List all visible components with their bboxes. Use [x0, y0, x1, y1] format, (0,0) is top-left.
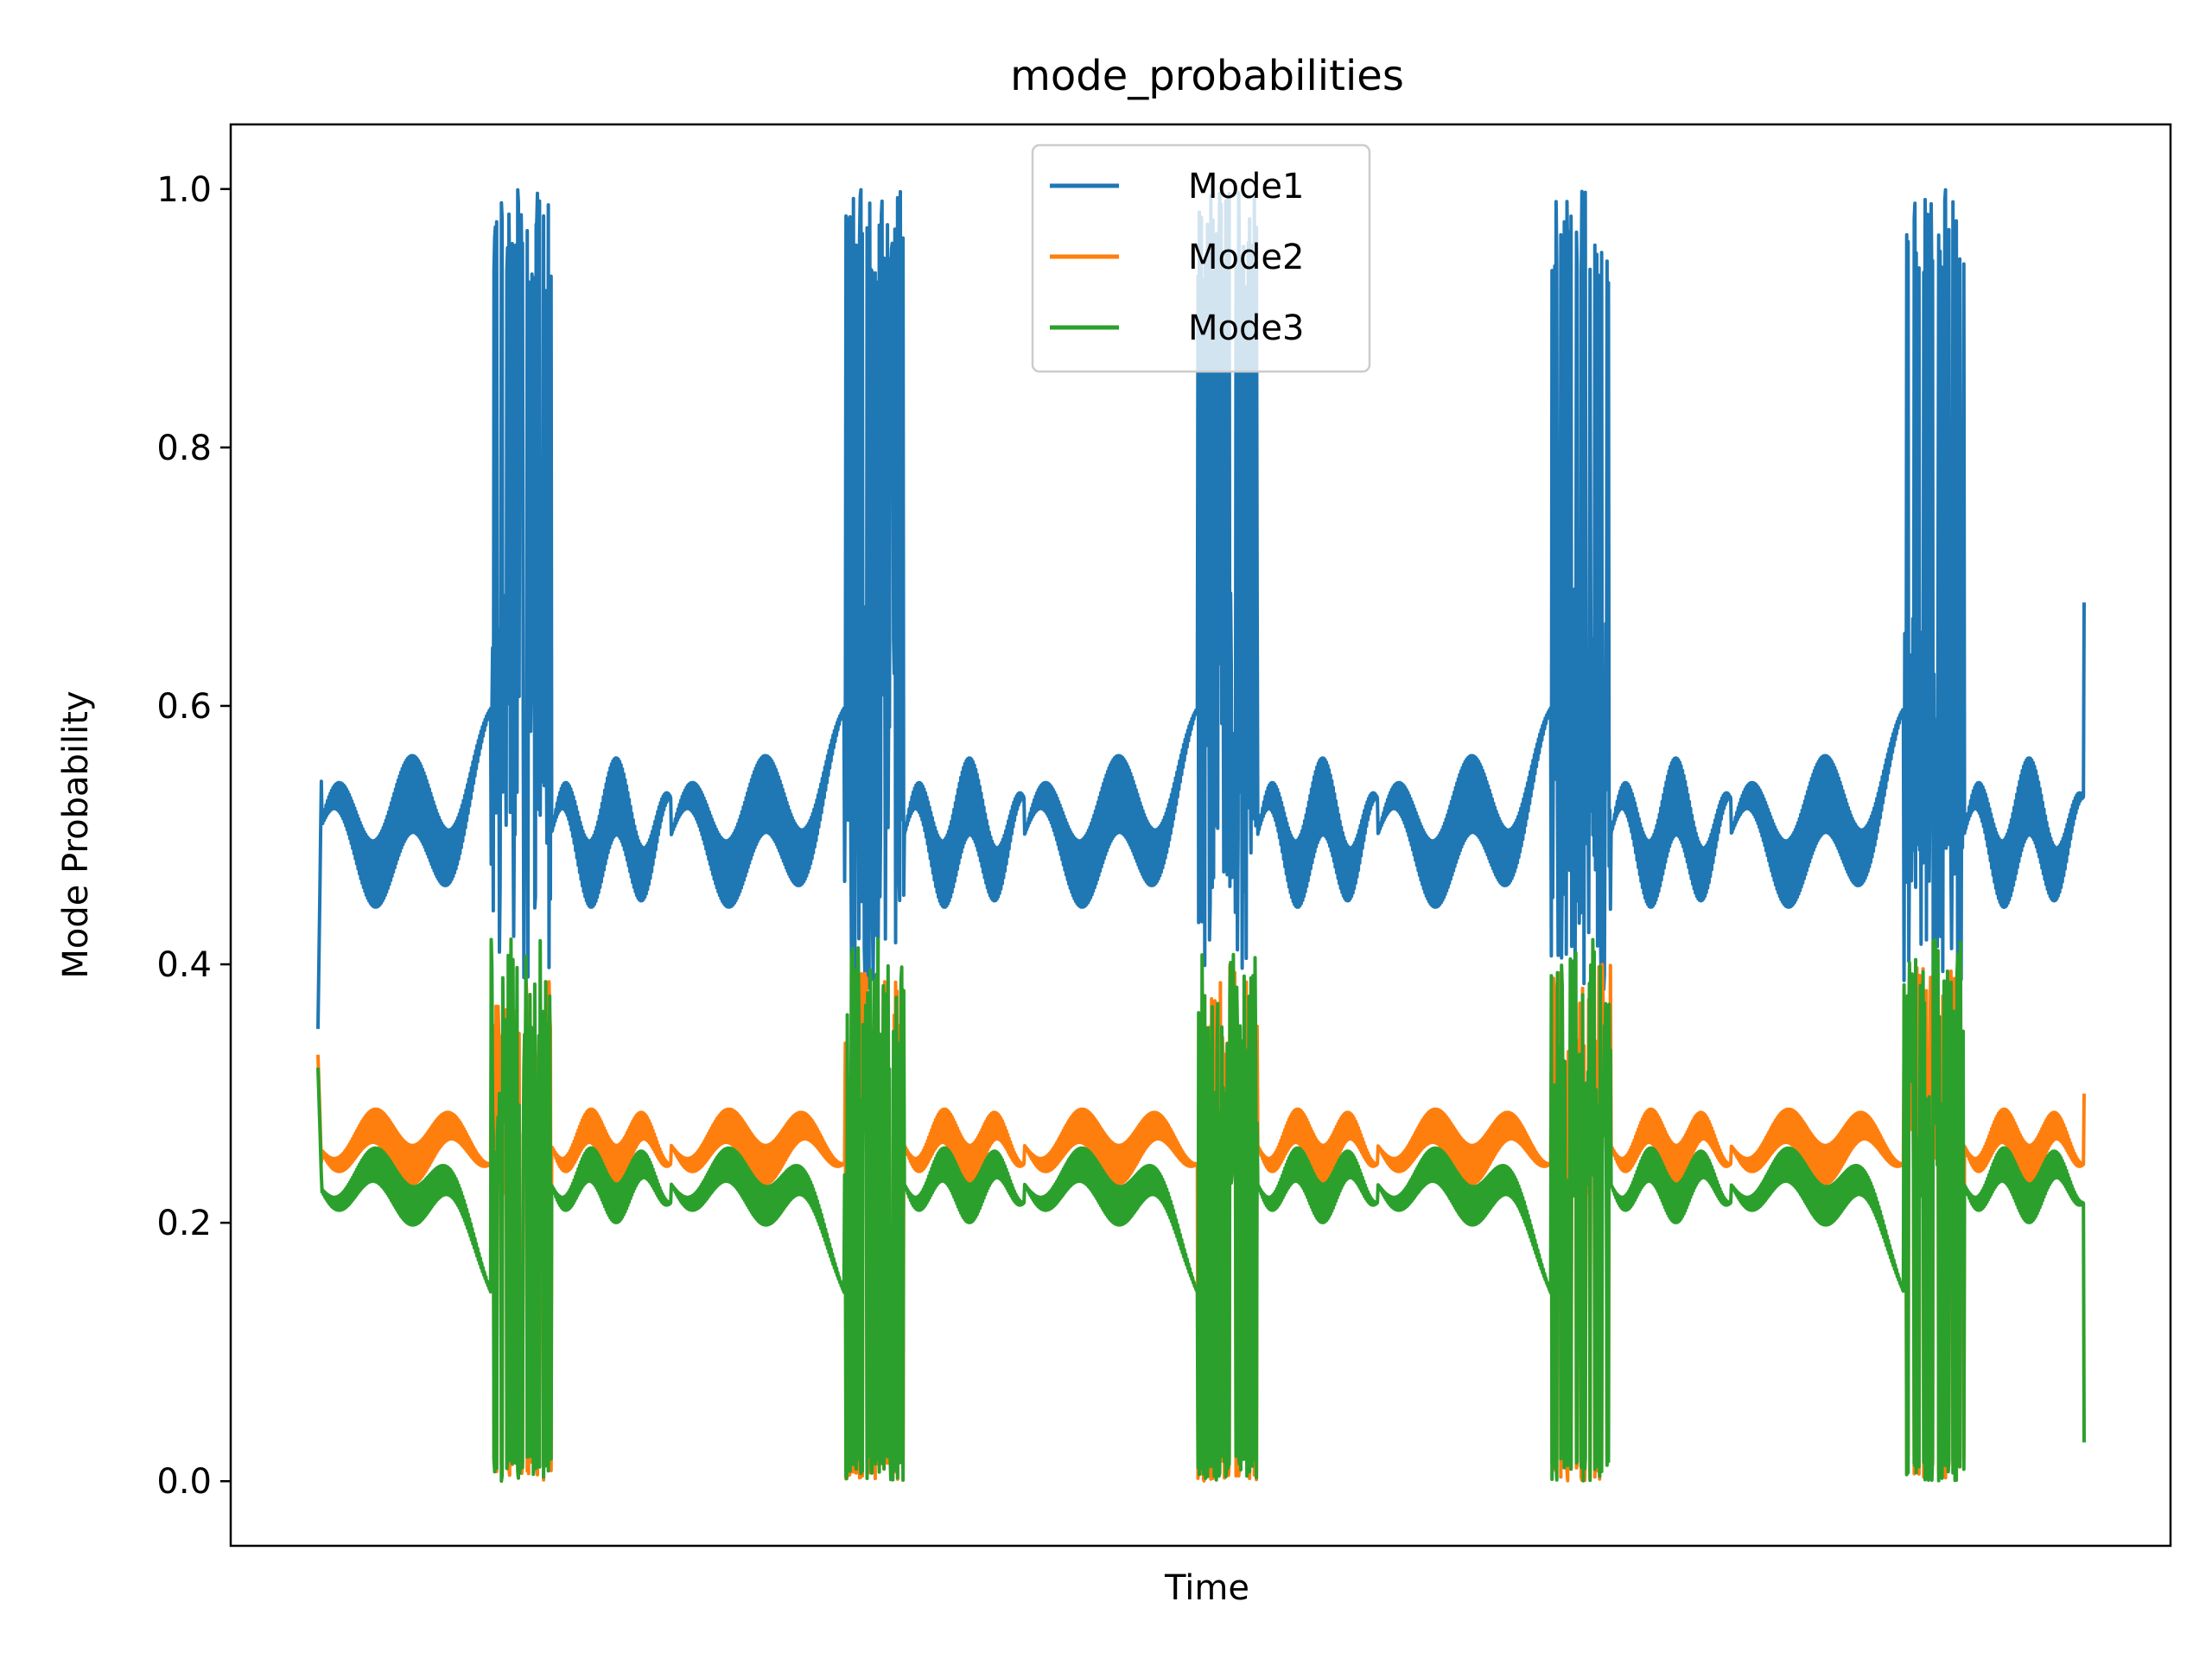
series-line-mode3 — [316, 937, 2086, 1484]
legend: Mode1 Mode2 Mode3 — [1031, 143, 1371, 373]
y-tick-label: 0.6 — [156, 687, 212, 727]
y-tick-label: 0.8 — [156, 429, 212, 468]
legend-label-mode2: Mode2 — [1188, 238, 1304, 277]
legend-label-mode3: Mode3 — [1188, 308, 1304, 348]
x-axis-title: Time — [1164, 1568, 1249, 1608]
y-axis: 0.0 0.2 0.4 0.6 0.8 1.0 — [156, 170, 231, 1502]
legend-box — [1031, 143, 1371, 373]
y-tick-label: 0.0 — [156, 1462, 212, 1502]
chart-title: mode_probabilities — [1010, 52, 1404, 100]
y-tick-label: 1.0 — [156, 170, 212, 210]
y-tick-label: 0.2 — [156, 1204, 212, 1243]
y-axis-title: Mode Probability — [56, 690, 96, 978]
y-tick-label: 0.4 — [156, 945, 212, 985]
legend-label-mode1: Mode1 — [1188, 167, 1304, 207]
plot-frame — [229, 123, 2172, 1548]
